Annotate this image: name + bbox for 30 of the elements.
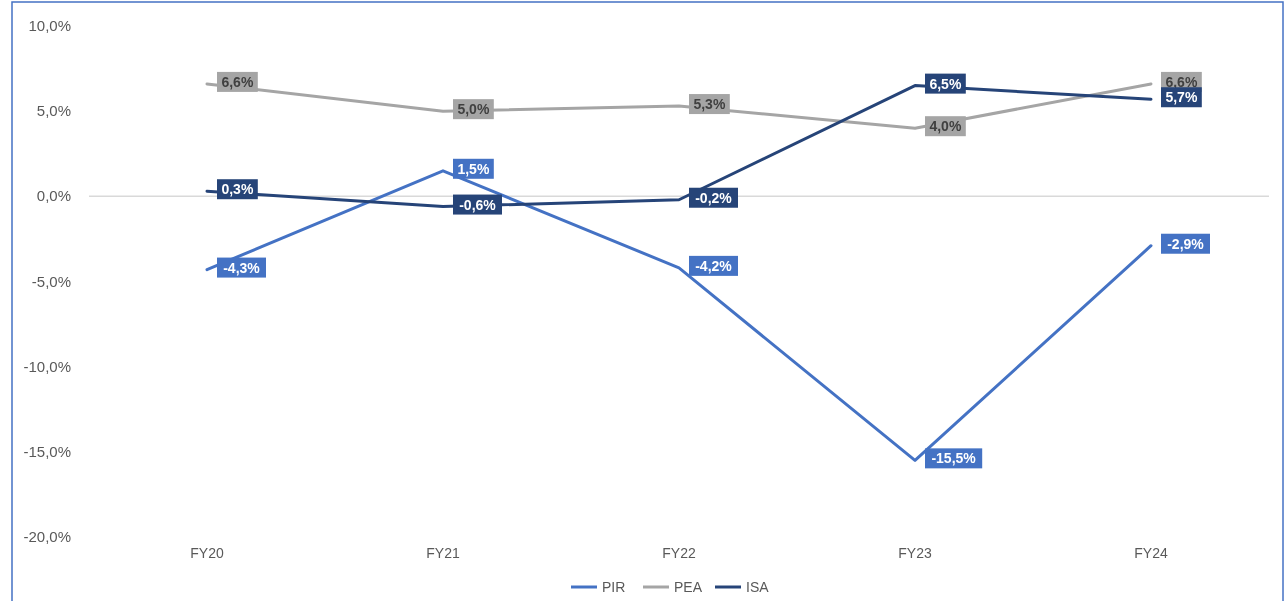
data-label: 6,5%: [929, 75, 962, 92]
data-label: 4,0%: [929, 118, 962, 135]
data-label: -0,2%: [695, 189, 733, 206]
legend-label: PEA: [674, 579, 703, 595]
data-label: 5,7%: [1165, 89, 1198, 106]
legend-label: PIR: [602, 579, 626, 595]
x-tick-label: FY20: [190, 545, 224, 561]
data-label: 5,3%: [693, 96, 726, 113]
data-label: -4,3%: [223, 259, 261, 276]
x-tick-label: FY24: [1134, 545, 1168, 561]
data-label: -15,5%: [931, 450, 977, 467]
y-tick-label: -10,0%: [23, 357, 71, 375]
x-tick-label: FY21: [426, 545, 460, 561]
x-tick-label: FY23: [898, 545, 932, 561]
data-label: 1,5%: [457, 160, 490, 177]
data-label: -0,6%: [459, 196, 497, 213]
data-label: 0,3%: [221, 181, 254, 198]
y-tick-label: 0,0%: [36, 187, 71, 205]
legend-label: ISA: [746, 579, 770, 595]
y-tick-label: -20,0%: [23, 528, 71, 545]
y-tick-label: -15,0%: [23, 442, 71, 460]
data-label: -4,2%: [695, 257, 733, 274]
data-label: 6,6%: [221, 73, 254, 90]
x-tick-label: FY22: [662, 545, 696, 561]
y-tick-label: -5,0%: [31, 272, 71, 290]
data-label: -2,9%: [1167, 235, 1205, 252]
data-label: 6,6%: [1165, 73, 1198, 90]
y-tick-label: 5,0%: [36, 102, 71, 120]
data-label: 5,0%: [457, 101, 490, 118]
y-tick-label: 10,0%: [28, 17, 71, 34]
